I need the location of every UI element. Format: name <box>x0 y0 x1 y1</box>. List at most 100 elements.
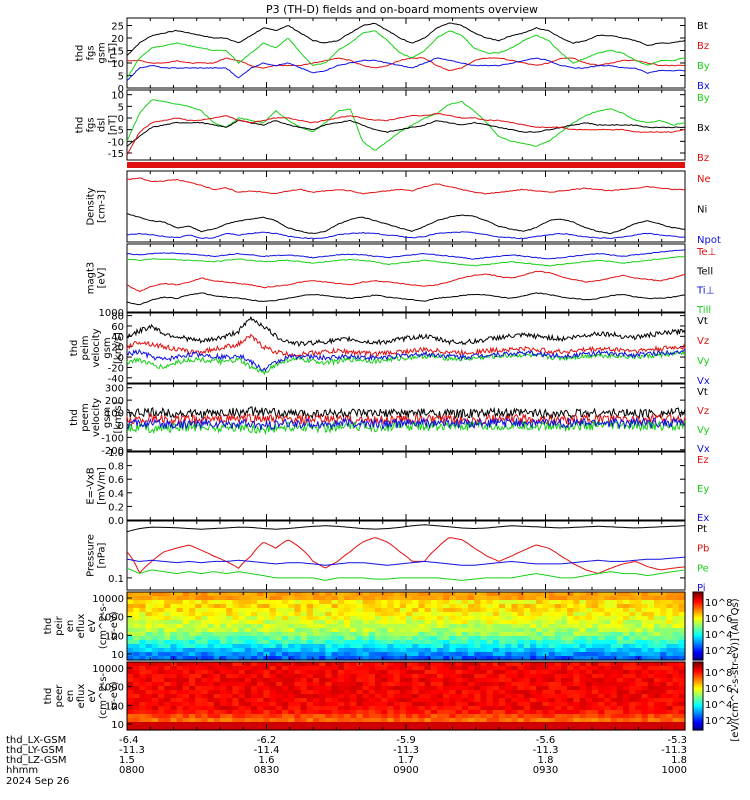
spectrogram-cell <box>616 682 624 687</box>
colorbar-cell <box>693 598 703 602</box>
spectrogram-cell <box>213 596 221 601</box>
spectrogram-cell <box>170 670 178 675</box>
spectrogram-cell <box>660 682 667 687</box>
spectrogram-cell <box>344 726 351 731</box>
spectrogram-cell <box>678 648 686 653</box>
spectrogram-cell <box>468 718 475 723</box>
spectrogram-cell <box>313 616 320 621</box>
spectrogram-cell <box>176 640 184 645</box>
colorbar-frame <box>692 591 704 661</box>
spectrogram-cell <box>375 722 382 727</box>
spectrogram-cell <box>678 616 686 621</box>
spectrogram-cell <box>195 636 202 641</box>
spectrogram-cell <box>375 702 382 707</box>
spectrogram-cell <box>592 616 599 621</box>
spectrogram-cell <box>666 682 674 687</box>
spectrogram-cell <box>424 640 432 645</box>
spectrogram-cell <box>480 706 488 711</box>
spectrogram-cell <box>393 608 401 613</box>
spectrogram-cell <box>226 628 233 633</box>
spectrogram-cell <box>263 718 271 723</box>
colorbar-cell <box>693 684 703 687</box>
spectrogram-cell <box>350 604 357 609</box>
spectrogram-cell <box>499 596 506 601</box>
spectrogram-cell <box>604 694 612 699</box>
spectrogram-cell <box>257 690 264 695</box>
spectrogram-cell <box>647 636 655 641</box>
spectrogram-cell <box>592 702 599 707</box>
spectrogram-cell <box>517 624 525 629</box>
spectrogram-cell <box>170 596 178 601</box>
spectrogram-cell <box>511 702 519 707</box>
spectrogram-cell <box>437 632 444 637</box>
spectrogram-cell <box>164 644 171 649</box>
spectrogram-cell <box>319 702 326 707</box>
spectrogram-cell <box>263 608 271 613</box>
spectrogram-cell <box>598 604 605 609</box>
spectrogram-cell <box>672 624 680 629</box>
spectrogram-cell <box>207 648 215 653</box>
spectrogram-cell <box>195 722 202 727</box>
colorbar-cell <box>693 716 703 719</box>
spectrogram-cell <box>195 726 202 731</box>
spectrogram-cell <box>244 644 252 649</box>
spectrogram-cell <box>573 612 581 617</box>
spectrogram-cell <box>486 726 494 731</box>
spectrogram-cell <box>505 644 512 649</box>
spectrogram-cell <box>629 662 636 667</box>
colorbar-cell <box>693 631 703 634</box>
spectrogram-cell <box>449 698 457 703</box>
spectrogram-cell <box>257 644 264 649</box>
spectrogram-cell <box>257 662 264 667</box>
spectrogram-cell <box>387 604 395 609</box>
spectrogram-cell <box>455 698 463 703</box>
spectrogram-cell <box>505 698 512 703</box>
spectrogram-cell <box>158 682 165 687</box>
spectrogram-cell <box>585 612 593 617</box>
spectrogram-cell <box>530 624 537 629</box>
spectrogram-cell <box>660 714 667 719</box>
spectrogram-cell <box>666 656 674 661</box>
spectrogram-cell <box>182 624 190 629</box>
spectrogram-cell <box>660 592 667 597</box>
spectrogram-cell <box>536 722 543 727</box>
spectrogram-cell <box>331 620 339 625</box>
spectrogram-cell <box>523 662 531 667</box>
spectrogram-cell <box>195 662 202 667</box>
spectrogram-cell <box>189 670 196 675</box>
spectrogram-cell <box>536 690 543 695</box>
spectrogram-cell <box>523 620 531 625</box>
spectrogram-cell <box>492 640 500 645</box>
spectrogram-cell <box>517 726 525 731</box>
spectrogram-cell <box>412 726 419 731</box>
spectrogram-cell <box>170 666 178 671</box>
colorbar-cell <box>693 706 703 709</box>
spectrogram-cell <box>548 722 556 727</box>
spectrogram-cell <box>133 714 140 719</box>
spectrogram-cell <box>610 666 618 671</box>
spectrogram-cell <box>635 702 643 707</box>
spectrogram-cell <box>573 608 581 613</box>
spectrogram-cell <box>443 628 450 633</box>
spectrogram-cell <box>499 666 506 671</box>
spectrogram-cell <box>306 666 314 671</box>
spectrogram-cell <box>430 686 438 691</box>
spectrogram-cell <box>567 710 574 715</box>
spectrogram-cell <box>443 662 450 667</box>
colorbar-cell <box>693 679 703 682</box>
colorbar-cell <box>693 626 703 629</box>
spectrogram-cell <box>213 652 221 657</box>
spectrogram-cell <box>145 694 153 699</box>
spectrogram-cell <box>430 722 438 727</box>
spectrogram-cell <box>523 694 531 699</box>
spectrogram-cell <box>449 596 457 601</box>
spectrogram-cell <box>207 678 215 683</box>
spectrogram-cell <box>474 612 481 617</box>
spectrogram-cell <box>195 612 202 617</box>
spectrogram-cell <box>548 674 556 679</box>
spectrogram-cell <box>238 592 246 597</box>
spectrogram-cell <box>511 698 519 703</box>
spectrogram-cell <box>647 670 655 675</box>
spectrogram-cell <box>220 604 227 609</box>
spectrogram-cell <box>486 644 494 649</box>
